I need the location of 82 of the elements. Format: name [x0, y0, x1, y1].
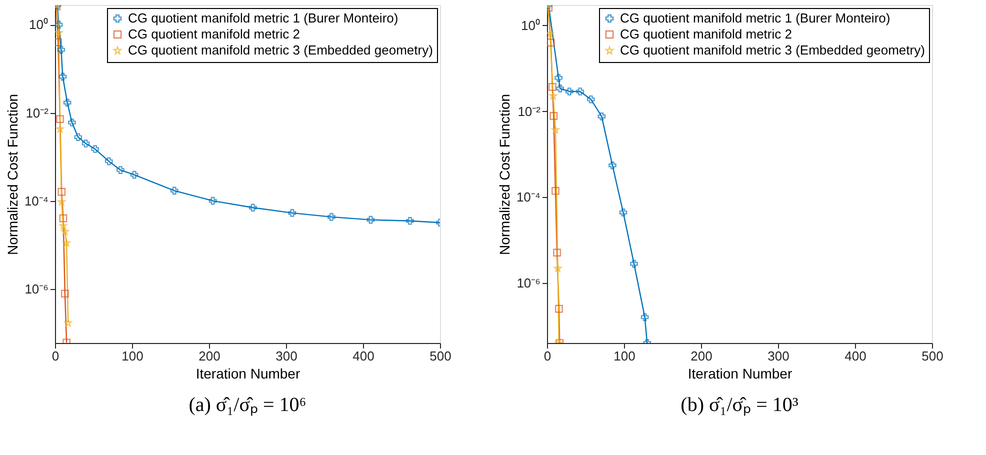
point [130, 170, 138, 179]
point [553, 248, 561, 257]
point [586, 95, 595, 104]
point [55, 28, 63, 36]
point [116, 166, 124, 174]
point [248, 204, 257, 212]
point [555, 304, 563, 313]
point [548, 83, 556, 91]
point [328, 213, 336, 221]
point [64, 318, 72, 326]
text: (b) σ̂₁/σ̂ₚ = 10³ [680, 394, 798, 416]
point [61, 228, 69, 236]
x-tick-label: 400 [352, 348, 374, 364]
point [104, 157, 113, 166]
y-tick-label: 10⁰ [29, 17, 48, 32]
point [576, 88, 584, 96]
y-tick-label: 10⁻⁶ [24, 281, 48, 296]
y-axis-title: Normalized Cost Function [4, 94, 20, 256]
x-tick-label: 300 [276, 348, 298, 364]
point [565, 88, 574, 96]
point [208, 196, 217, 205]
point [556, 84, 564, 92]
point [62, 239, 70, 247]
point [58, 198, 66, 206]
point [549, 92, 558, 100]
point [170, 186, 178, 195]
y-tick-label: 10⁻⁶ [516, 276, 540, 290]
x-tick-label: 200 [690, 348, 712, 364]
point [554, 74, 562, 82]
point [552, 126, 560, 134]
point [608, 161, 616, 170]
legend-label: CG quotient manifold metric 1 (Burer Monteiro) [620, 10, 890, 26]
point [550, 112, 558, 120]
point [74, 133, 82, 141]
x-tick-label: 400 [844, 348, 866, 364]
y-tick-label: 10⁰ [521, 18, 540, 33]
y-tick-label: 10⁻⁴ [516, 190, 540, 205]
point [68, 118, 76, 126]
x-tick-label: 300 [768, 348, 790, 364]
point [406, 216, 414, 225]
x-tick-label: 0 [52, 348, 60, 364]
x-tick-label: 100 [614, 348, 636, 364]
legend-label: CG quotient manifold metric 3 (Embedded geometry) [128, 42, 433, 58]
y-axis-title: Normalized Cost Function [496, 94, 512, 256]
point [55, 38, 62, 46]
point [547, 30, 554, 38]
point [82, 140, 90, 148]
legend-label: CG quotient manifold metric 2 [128, 26, 300, 42]
point [61, 290, 69, 298]
legend-label: CG quotient manifold metric 3 (Embedded geometry) [620, 42, 925, 58]
point [630, 260, 638, 268]
y-tick-label: 10⁻² [518, 104, 542, 119]
x-tick-label: 500 [922, 348, 944, 364]
legend-label: CG quotient manifold metric 1 (Burer Monteiro) [128, 10, 398, 26]
point [63, 98, 72, 107]
point [619, 208, 628, 216]
point [59, 214, 68, 222]
x-tick-label: 0 [544, 348, 552, 364]
y-tick-label: 10⁻² [26, 105, 50, 120]
point [598, 112, 606, 120]
point [58, 72, 67, 81]
point [56, 115, 64, 123]
x-axis-title: Iteration Number [688, 366, 792, 382]
point [56, 124, 64, 132]
point [58, 188, 66, 196]
point [554, 264, 562, 272]
point [552, 186, 560, 195]
point [288, 209, 296, 217]
legend-label: CG quotient manifold metric 2 [620, 26, 792, 42]
x-tick-label: 500 [430, 348, 452, 364]
text: (a) σ̂₁/σ̂ₚ = 10⁶ [188, 394, 306, 416]
point [366, 216, 375, 224]
point [59, 222, 68, 230]
x-axis-title: Iteration Number [196, 366, 300, 382]
x-tick-label: 200 [198, 348, 220, 364]
point [547, 38, 555, 46]
y-tick-label: 10⁻⁴ [24, 193, 48, 208]
point [91, 145, 99, 153]
point [57, 46, 66, 54]
point [55, 20, 63, 29]
x-tick-label: 100 [122, 348, 144, 364]
point [640, 313, 649, 322]
